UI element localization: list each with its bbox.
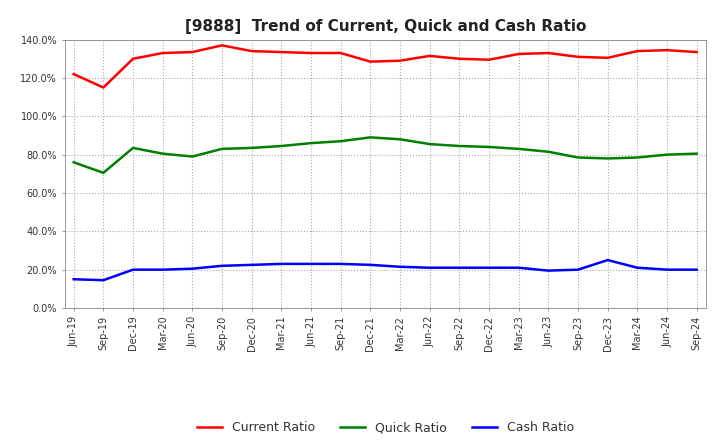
Current Ratio [426,53,434,59]
Cash Ratio [99,278,108,283]
Legend: Current Ratio, Quick Ratio, Cash Ratio: Current Ratio, Quick Ratio, Cash Ratio [192,416,579,439]
Current Ratio [366,59,374,64]
Current Ratio [188,49,197,55]
Current Ratio [603,55,612,60]
Current Ratio [485,57,493,62]
Quick Ratio [336,139,345,144]
Current Ratio [158,50,167,55]
Current Ratio [544,50,553,55]
Cash Ratio [158,267,167,272]
Quick Ratio [693,151,701,156]
Quick Ratio [217,146,226,151]
Quick Ratio [485,144,493,150]
Title: [9888]  Trend of Current, Quick and Cash Ratio: [9888] Trend of Current, Quick and Cash … [184,19,586,34]
Cash Ratio [188,266,197,271]
Cash Ratio [336,261,345,267]
Current Ratio [69,71,78,77]
Cash Ratio [217,263,226,268]
Quick Ratio [248,145,256,150]
Line: Quick Ratio: Quick Ratio [73,137,697,173]
Cash Ratio [396,264,405,269]
Current Ratio [693,49,701,55]
Cash Ratio [307,261,315,267]
Quick Ratio [158,151,167,156]
Quick Ratio [99,170,108,176]
Current Ratio [662,48,671,53]
Quick Ratio [277,143,286,149]
Quick Ratio [603,156,612,161]
Current Ratio [129,56,138,62]
Current Ratio [574,54,582,59]
Current Ratio [336,50,345,55]
Quick Ratio [396,137,405,142]
Cash Ratio [693,267,701,272]
Current Ratio [217,43,226,48]
Current Ratio [99,85,108,90]
Quick Ratio [426,141,434,147]
Current Ratio [633,48,642,54]
Current Ratio [455,56,464,62]
Cash Ratio [485,265,493,270]
Quick Ratio [662,152,671,157]
Quick Ratio [544,149,553,154]
Cash Ratio [574,267,582,272]
Current Ratio [277,49,286,55]
Current Ratio [396,58,405,63]
Quick Ratio [366,135,374,140]
Quick Ratio [514,146,523,151]
Cash Ratio [248,262,256,268]
Quick Ratio [69,160,78,165]
Cash Ratio [633,265,642,270]
Cash Ratio [455,265,464,270]
Quick Ratio [129,145,138,150]
Quick Ratio [188,154,197,159]
Cash Ratio [129,267,138,272]
Cash Ratio [426,265,434,270]
Cash Ratio [603,257,612,263]
Quick Ratio [307,140,315,146]
Cash Ratio [544,268,553,273]
Quick Ratio [574,155,582,160]
Cash Ratio [514,265,523,270]
Cash Ratio [366,262,374,268]
Cash Ratio [662,267,671,272]
Cash Ratio [277,261,286,267]
Cash Ratio [69,277,78,282]
Quick Ratio [633,155,642,160]
Line: Current Ratio: Current Ratio [73,45,697,88]
Current Ratio [514,51,523,57]
Quick Ratio [455,143,464,149]
Line: Cash Ratio: Cash Ratio [73,260,697,280]
Current Ratio [307,50,315,55]
Current Ratio [248,48,256,54]
